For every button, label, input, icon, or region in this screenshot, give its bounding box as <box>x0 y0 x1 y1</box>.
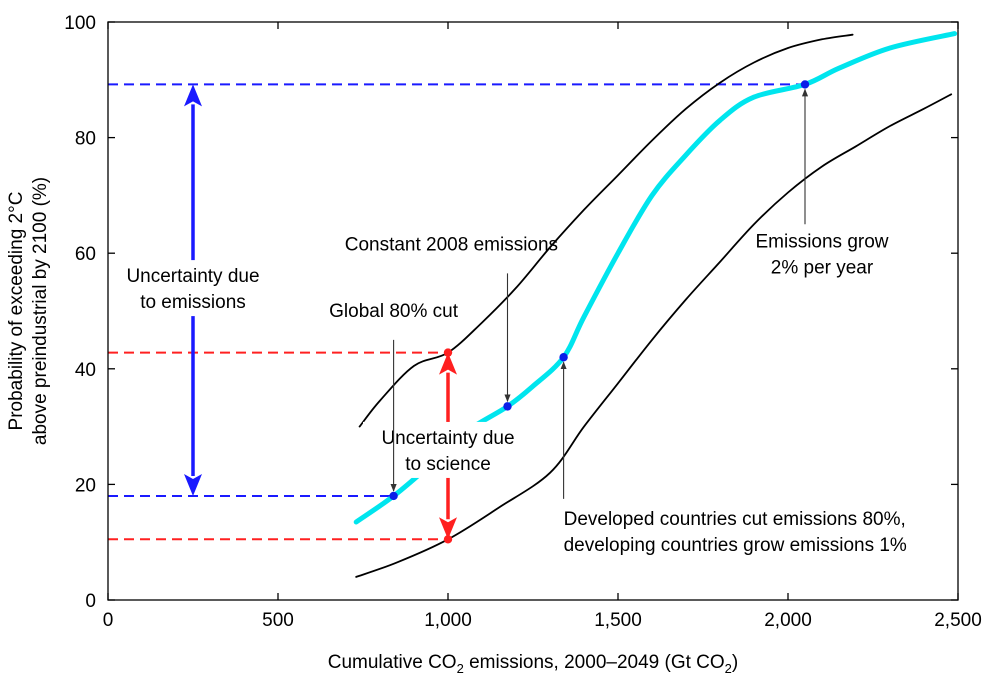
developed-cut-marker <box>559 353 568 362</box>
x-tick-label: 0 <box>103 610 114 631</box>
science-range-label: Uncertainty due to science <box>381 428 514 475</box>
lower-curve <box>355 93 953 578</box>
x-tick-label: 500 <box>262 610 294 631</box>
constant-2008-marker <box>503 402 512 411</box>
y-tick-label: 100 <box>64 13 96 34</box>
uncertainty-ranges-layer: Uncertainty due to emissions Uncertainty d… <box>108 84 533 540</box>
y-tick-label: 80 <box>75 129 96 150</box>
markers-layer <box>389 80 810 544</box>
emissions-range-arrowhead-top <box>184 84 202 107</box>
x-axis-title: Cumulative CO2 emissions, 2000–2049 (Gt … <box>328 652 738 676</box>
y-tick-label: 40 <box>75 360 96 381</box>
global-80-cut-marker <box>389 491 398 501</box>
emissions-range-label: Uncertainty due to emissions <box>126 266 259 313</box>
x-tick-label: 2,500 <box>934 610 982 631</box>
developed-cut-annotation-label: Developed countries cut emissions 80%, de… <box>564 509 907 556</box>
axes-layer: 0 500 1,000 1,500 2,000 2,500 0 20 40 60 80 100 <box>64 13 981 631</box>
science-upper-marker <box>443 348 453 357</box>
x-tick-label: 1,500 <box>594 610 642 631</box>
y-tick-label: 0 <box>85 591 96 612</box>
reference-lines-layer <box>108 83 805 541</box>
science-label-bg <box>363 421 533 478</box>
emissions-grow-marker <box>800 80 810 89</box>
constant-2008-annotation-label: Constant 2008 emissions <box>345 234 558 255</box>
emissions-grow-annotation-label: Emissions grow 2% per year <box>755 231 888 278</box>
x-tick-label: 1,000 <box>424 610 472 631</box>
plot-frame <box>107 21 959 601</box>
emissions-range-arrowhead-bottom <box>184 473 202 496</box>
annotations-layer: Global 80% cut Constant 2008 emissions Emi… <box>329 88 907 556</box>
science-range-arrowhead-top <box>439 352 457 375</box>
x-tick-label: 2,000 <box>764 610 812 631</box>
science-range-arrowhead-bottom <box>439 517 457 540</box>
science-lower-marker <box>443 535 453 544</box>
y-axis-title: Probability of exceeding 2°C above preind… <box>6 177 51 445</box>
global-80-cut-annotation-label: Global 80% cut <box>329 301 459 322</box>
upper-curve <box>358 33 854 428</box>
y-tick-label: 20 <box>75 475 96 496</box>
emissions-label-bg <box>108 260 278 317</box>
y-tick-label: 60 <box>75 244 96 265</box>
